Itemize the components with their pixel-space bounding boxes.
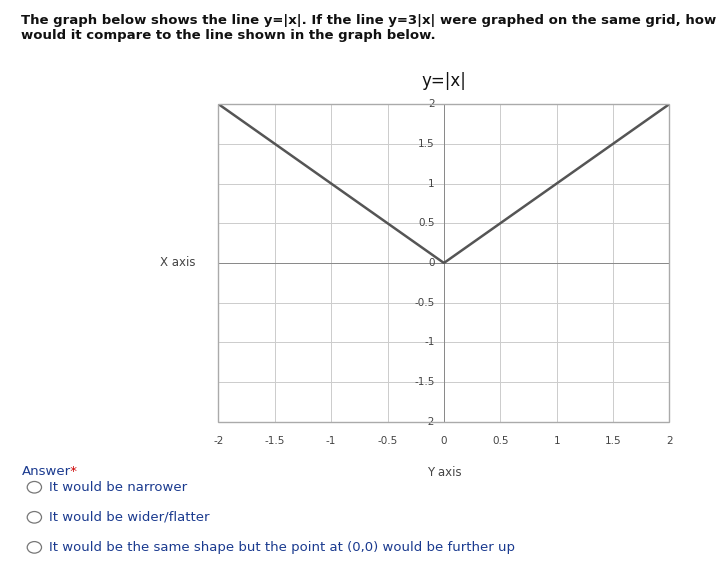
Text: 1.5: 1.5 <box>605 436 621 446</box>
Text: -1: -1 <box>425 338 435 347</box>
Text: 1: 1 <box>428 179 435 188</box>
Text: -2: -2 <box>425 417 435 427</box>
Text: -1.5: -1.5 <box>415 377 435 387</box>
Text: y=|x|: y=|x| <box>422 72 466 90</box>
Text: 0: 0 <box>440 436 448 446</box>
Text: X axis: X axis <box>160 257 195 269</box>
Text: Answer: Answer <box>21 465 71 478</box>
Text: *: * <box>66 465 77 478</box>
Text: It would be narrower: It would be narrower <box>49 481 187 494</box>
Text: 0: 0 <box>428 258 435 268</box>
Text: It would be wider/flatter: It would be wider/flatter <box>49 511 209 524</box>
Text: Y axis: Y axis <box>427 466 461 479</box>
Text: -0.5: -0.5 <box>377 436 397 446</box>
Bar <box>218 104 669 422</box>
Text: -0.5: -0.5 <box>415 298 435 307</box>
Text: 0.5: 0.5 <box>418 218 435 228</box>
Text: It would be the same shape but the point at (0,0) would be further up: It would be the same shape but the point… <box>49 541 515 554</box>
Text: -1: -1 <box>326 436 337 446</box>
Text: -1.5: -1.5 <box>265 436 285 446</box>
Text: 2: 2 <box>666 436 673 446</box>
Text: 0.5: 0.5 <box>492 436 508 446</box>
Text: The graph below shows the line y=|x|. If the line y=3|x| were graphed on the sam: The graph below shows the line y=|x|. If… <box>21 14 716 42</box>
Text: -2: -2 <box>213 436 223 446</box>
Text: 2: 2 <box>428 99 435 109</box>
Text: 1: 1 <box>553 436 560 446</box>
Text: 1.5: 1.5 <box>418 139 435 149</box>
